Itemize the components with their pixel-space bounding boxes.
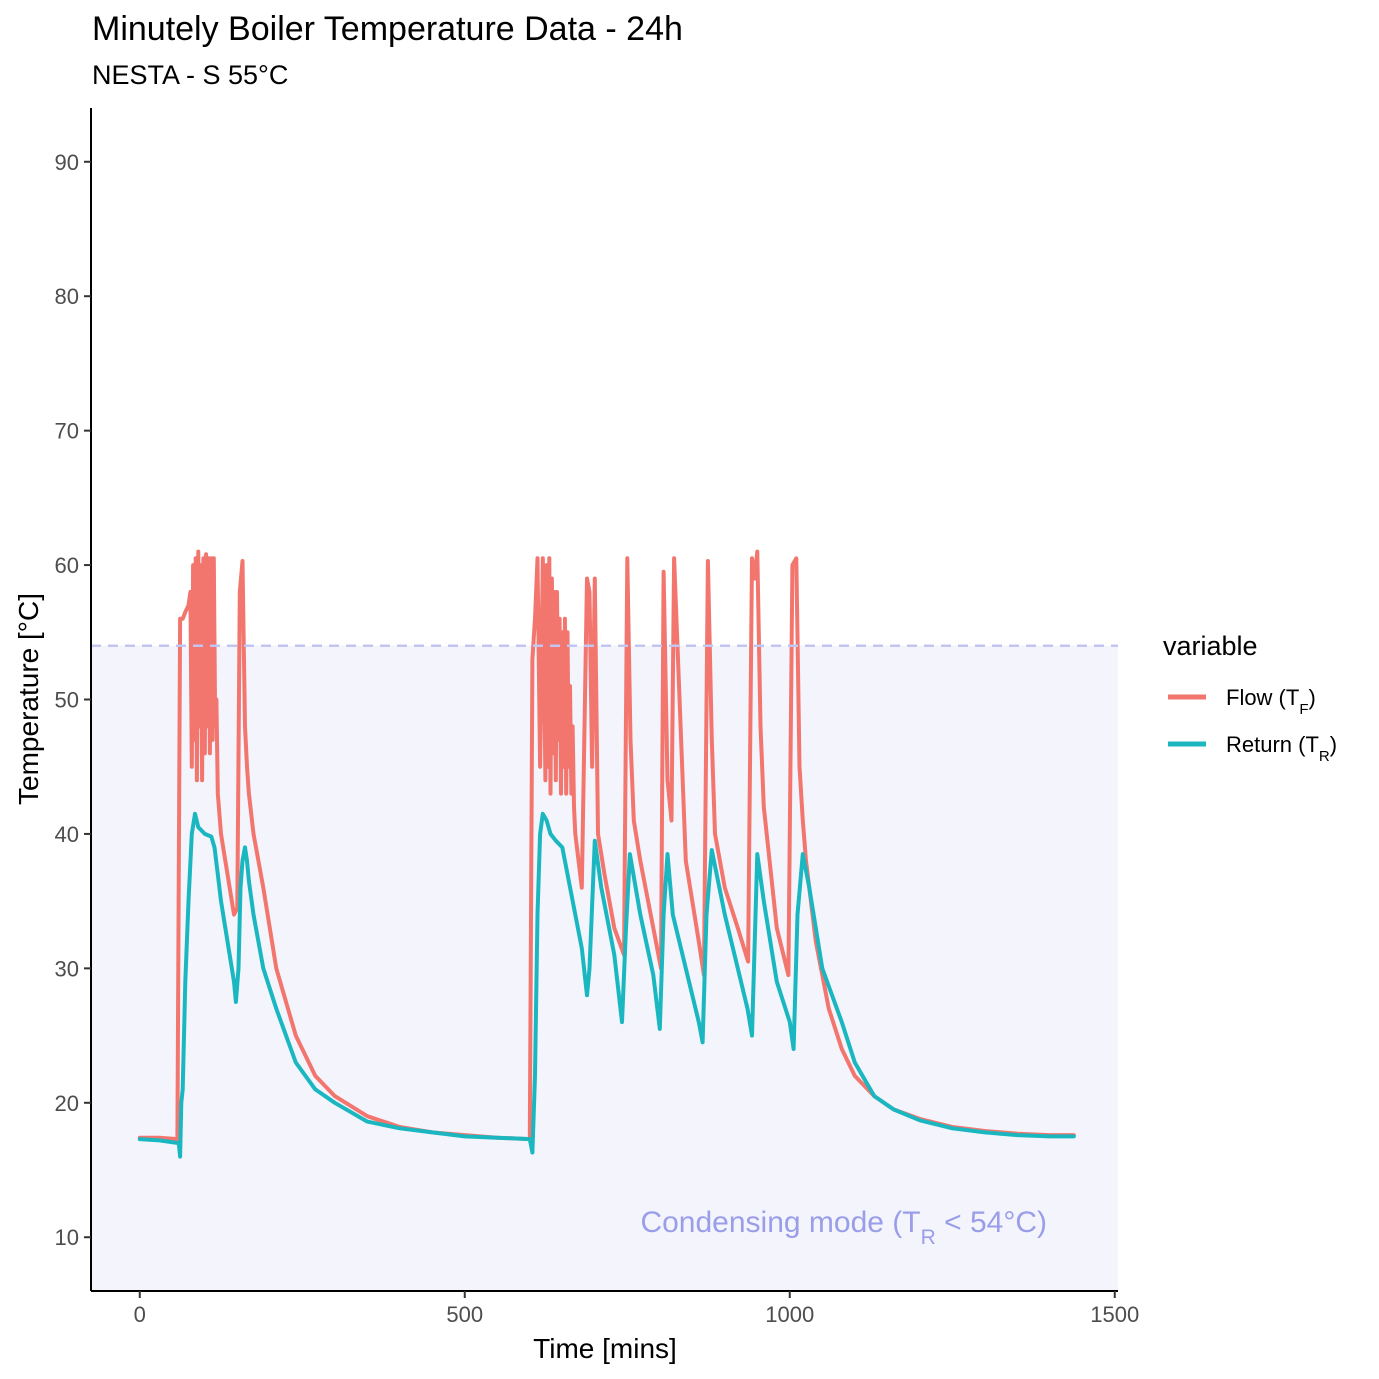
y-tick-label: 10 bbox=[55, 1225, 79, 1250]
y-tick-label: 50 bbox=[55, 688, 79, 713]
y-tick-label: 80 bbox=[55, 284, 79, 309]
y-tick-label: 30 bbox=[55, 956, 79, 981]
legend: variable Flow (TF) Return (TR) bbox=[1163, 631, 1337, 765]
x-axis-title: Time [mins] bbox=[533, 1333, 677, 1364]
y-tick-label: 60 bbox=[55, 553, 79, 578]
x-tick-label: 1500 bbox=[1090, 1302, 1139, 1327]
return-series-line bbox=[137, 811, 1076, 1159]
x-tick-label: 0 bbox=[134, 1302, 146, 1327]
y-tick-label: 90 bbox=[55, 150, 79, 175]
series-layer: Condensing mode (TR < 54°C) bbox=[91, 549, 1118, 1249]
legend-return-label: Return (TR) bbox=[1226, 732, 1337, 765]
y-axis-title: Temperature [°C] bbox=[13, 593, 44, 805]
y-tick-label: 70 bbox=[55, 419, 79, 444]
x-tick-label: 1000 bbox=[765, 1302, 814, 1327]
chart-subtitle: NESTA - S 55°C bbox=[92, 60, 289, 90]
condensing-annotation: Condensing mode (TR < 54°C) bbox=[640, 1206, 1047, 1249]
y-tick-label: 40 bbox=[55, 822, 79, 847]
y-tick-label: 20 bbox=[55, 1091, 79, 1116]
flow-series-line bbox=[137, 549, 1076, 1142]
legend-title: variable bbox=[1163, 631, 1258, 661]
legend-flow-label: Flow (TF) bbox=[1226, 685, 1316, 718]
axes-layer: 0 500 1000 1500 10 20 30 40 50 60 70 80 90 bbox=[55, 108, 1139, 1327]
chart-title: Minutely Boiler Temperature Data - 24h bbox=[92, 10, 683, 48]
x-tick-label: 500 bbox=[446, 1302, 483, 1327]
